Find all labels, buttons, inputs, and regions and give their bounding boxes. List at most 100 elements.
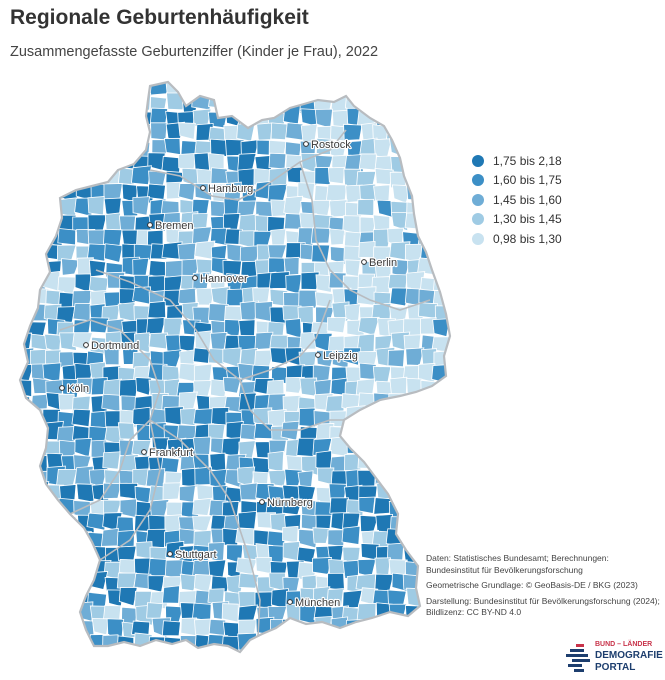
district-tile: [403, 527, 421, 548]
district-tile: [20, 332, 33, 352]
district-tile: [345, 424, 366, 444]
legend-item: 0,98 bis 1,30: [472, 229, 562, 249]
district-tile: [401, 441, 422, 462]
district-tile: [326, 82, 346, 96]
district-tile: [357, 198, 375, 216]
district-tile: [431, 140, 450, 159]
district-tile: [419, 426, 439, 444]
district-tile: [59, 142, 77, 162]
district-tile: [373, 423, 393, 442]
source-data-line: Daten: Statistisches Bundesamt; Berechnu…: [426, 553, 609, 575]
district-tile: [343, 245, 362, 265]
demografie-portal-logo[interactable]: BUND – LÄNDER DEMOGRAFIE PORTAL: [566, 641, 663, 677]
district-tile: [20, 95, 35, 116]
district-tile: [20, 485, 29, 507]
district-tile: [73, 559, 92, 579]
district-tile: [300, 632, 320, 652]
district-tile: [403, 126, 423, 144]
district-tile: [43, 91, 63, 113]
district-tile: [76, 377, 96, 395]
district-tile: [30, 169, 51, 187]
district-tile: [255, 82, 277, 99]
district-tile: [116, 529, 135, 549]
district-tile: [310, 227, 331, 244]
legend-label: 1,30 bis 1,45: [493, 212, 562, 227]
district-tile: [118, 109, 138, 127]
district-tile: [103, 243, 124, 263]
district-tile: [224, 96, 244, 114]
district-tile: [391, 646, 412, 652]
district-tile: [20, 227, 34, 248]
district-tile: [44, 516, 66, 534]
district-tile: [435, 169, 450, 189]
district-tile: [254, 92, 273, 111]
district-tile: [20, 424, 33, 445]
district-tile: [91, 108, 111, 128]
district-tile: [223, 82, 242, 99]
district-tile: [376, 455, 394, 473]
district-tile: [404, 155, 422, 177]
district-tile: [375, 441, 393, 460]
district-tile: [451, 291, 468, 310]
district-tile: [163, 137, 181, 156]
district-tile: [390, 422, 409, 442]
district-tile: [57, 604, 76, 626]
source-notes: Daten: Statistisches Bundesamt; Berechnu…: [426, 553, 662, 623]
district-tile: [330, 125, 348, 142]
district-tile: [237, 152, 257, 171]
district-tile: [29, 126, 47, 144]
district-tile: [420, 317, 437, 335]
city-dot: [259, 499, 265, 505]
district-tile: [267, 450, 285, 473]
district-tile: [361, 436, 380, 456]
district-tile: [100, 527, 119, 547]
district-tile: [207, 152, 225, 171]
district-tile: [285, 122, 305, 141]
district-tile: [59, 649, 81, 652]
district-tile: [449, 421, 450, 440]
district-tile: [120, 138, 138, 158]
district-tile: [146, 602, 164, 619]
district-tile: [268, 631, 289, 651]
district-tile: [61, 258, 81, 276]
district-tile: [344, 634, 365, 652]
district-tile: [254, 591, 274, 609]
district-tile: [20, 499, 34, 516]
district-tile: [20, 573, 30, 592]
district-tile: [117, 302, 136, 323]
district-tile: [301, 647, 319, 652]
district-tile: [46, 617, 65, 636]
district-tile: [359, 410, 376, 429]
legend-label: 1,45 bis 1,60: [493, 192, 562, 207]
district-tile: [105, 124, 126, 144]
district-tile: [103, 151, 120, 170]
city-label: Rostock: [311, 139, 351, 151]
district-tile: [434, 483, 450, 500]
district-tile: [285, 455, 305, 473]
city-label: Hannover: [200, 273, 248, 285]
city-label: Berlin: [369, 257, 397, 269]
district-tile: [405, 395, 423, 415]
district-tile: [389, 439, 408, 457]
district-tile: [435, 259, 450, 278]
district-tile: [416, 437, 435, 455]
district-tile: [162, 482, 181, 501]
district-tile: [447, 500, 450, 517]
city-dot: [83, 342, 89, 348]
district-tile: [118, 122, 135, 141]
district-tile: [452, 366, 470, 383]
district-tile: [432, 649, 450, 652]
district-tile: [358, 424, 379, 444]
district-tile: [75, 156, 94, 176]
district-tile: [117, 647, 136, 652]
district-tile: [43, 630, 61, 651]
district-tile: [313, 586, 331, 606]
district-tile: [447, 620, 450, 641]
district-tile: [28, 632, 48, 652]
district-tile: [268, 152, 287, 170]
district-tile: [147, 300, 167, 319]
district-tile: [117, 93, 137, 112]
district-tile: [451, 138, 470, 155]
district-tile: [327, 572, 345, 591]
district-tile: [132, 468, 151, 487]
